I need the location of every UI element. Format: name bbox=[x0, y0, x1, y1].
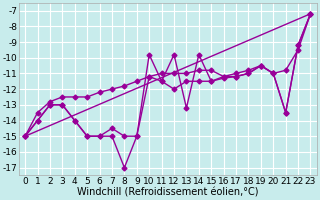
X-axis label: Windchill (Refroidissement éolien,°C): Windchill (Refroidissement éolien,°C) bbox=[77, 187, 259, 197]
